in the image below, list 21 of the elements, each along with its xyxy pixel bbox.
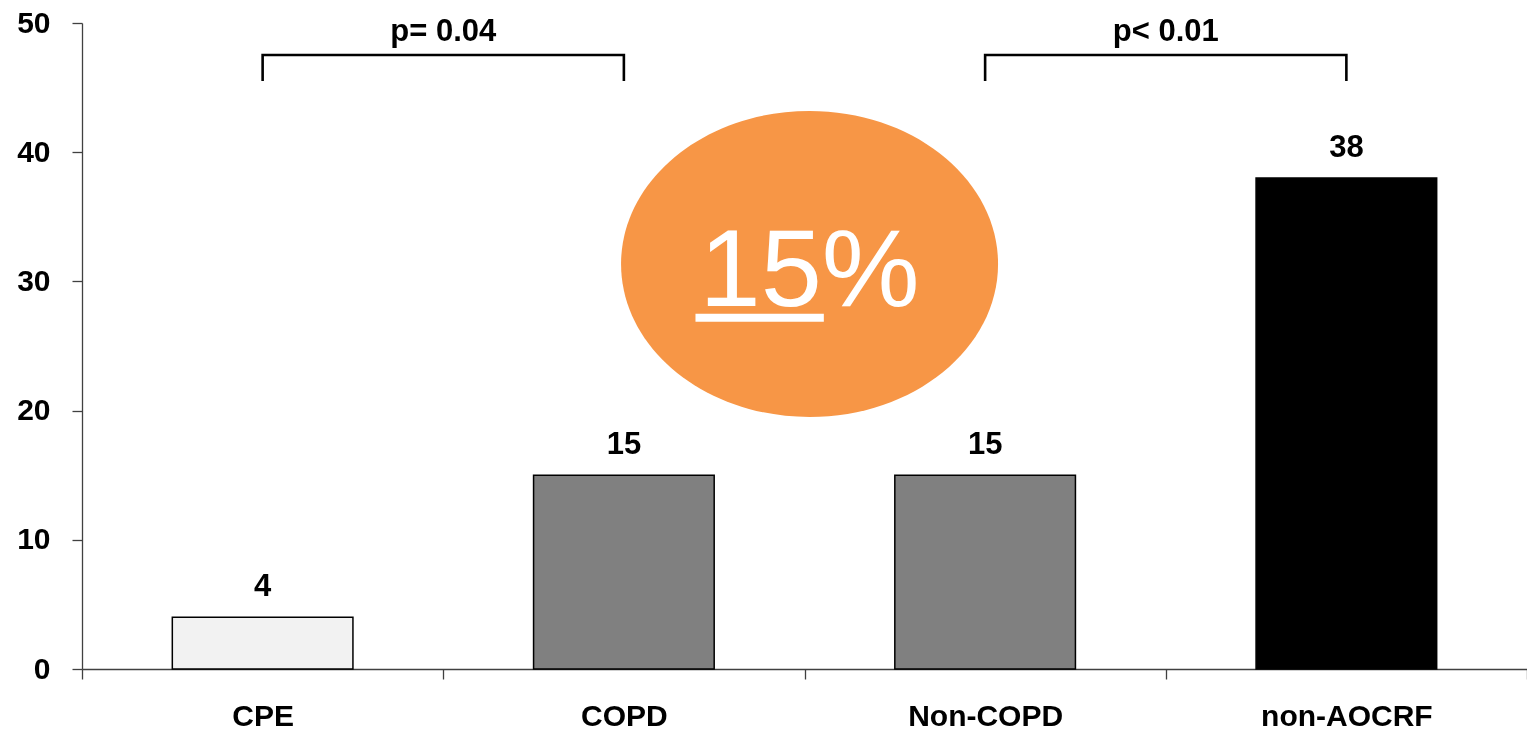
x-tick-label: Non-COPD [908,698,1064,732]
y-tick-label: 40 [17,134,51,168]
data-label: 38 [1329,129,1364,165]
y-tick-label: 30 [17,263,51,297]
bar [171,616,354,670]
x-tick-label: COPD [581,698,668,732]
y-tick-label: 0 [33,651,51,685]
x-tick-label: CPE [232,698,294,732]
bar [1255,177,1438,670]
data-label: 15 [606,426,642,462]
y-tick-label: 20 [17,393,51,427]
bar [532,474,715,670]
annotation: 15% [699,205,920,329]
data-label: 15 [967,426,1003,462]
bar [894,474,1077,670]
annotation: p< 0.01 [1112,13,1219,48]
annotation: p= 0.04 [390,13,497,48]
y-tick-label: 50 [17,5,51,39]
data-label: 4 [254,568,272,604]
y-tick-label: 10 [17,522,51,556]
x-tick-label: non-AOCRF [1261,698,1433,732]
